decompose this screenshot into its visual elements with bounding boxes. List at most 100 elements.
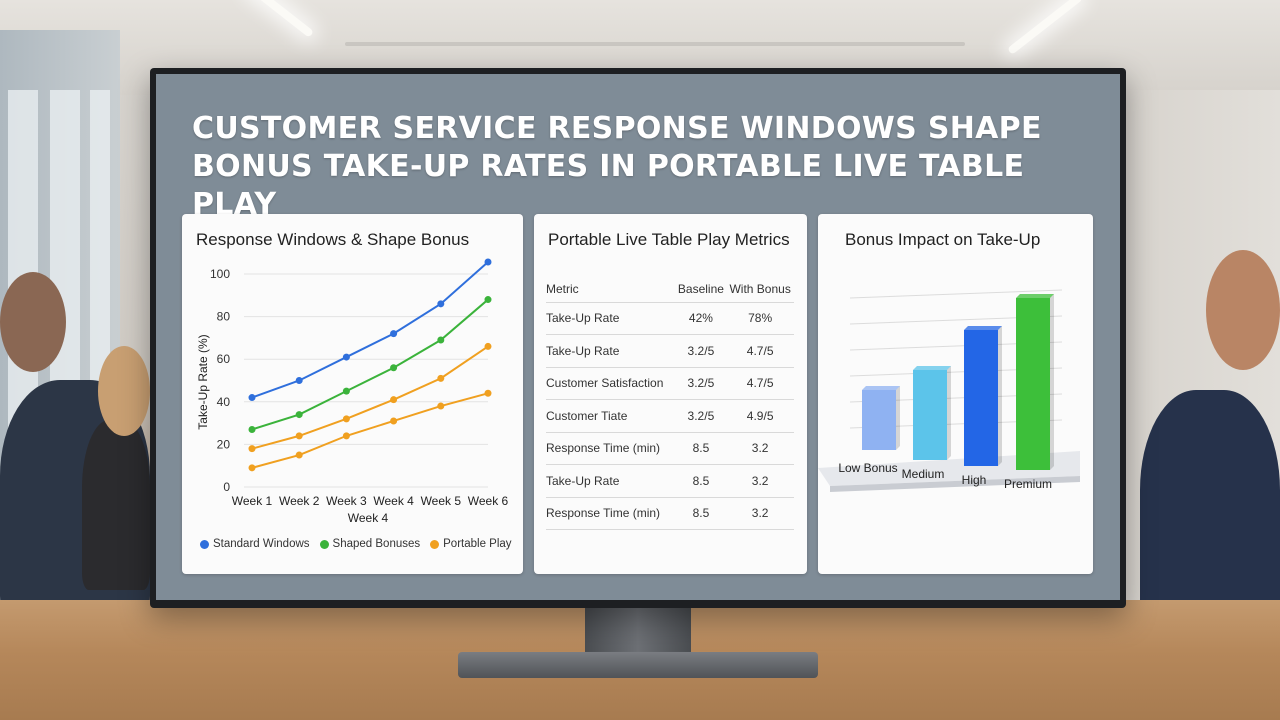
cell-metric: Customer Satisfaction — [546, 367, 676, 400]
table-row: Customer Satisfaction 3.2/5 4.7/5 — [546, 367, 794, 400]
series-line — [251, 392, 489, 469]
legend-item-standard: Standard Windows — [200, 538, 310, 550]
data-point — [484, 296, 492, 304]
x-tick-label: Week 2 — [279, 494, 320, 508]
slide-title-line-2: BONUS TAKE-UP RATES IN PORTABLE LIVE TAB… — [192, 149, 1025, 222]
bar — [862, 390, 896, 450]
table-row: Response Time (min) 8.5 3.2 — [546, 432, 794, 465]
x-axis-label: Week 4 — [348, 511, 389, 525]
header-baseline: Baseline — [675, 276, 727, 303]
data-point — [390, 330, 398, 338]
presentation-screen: CUSTOMER SERVICE RESPONSE WINDOWS SHAPE … — [156, 74, 1120, 600]
y-tick-label: 100 — [210, 267, 230, 281]
data-point — [248, 445, 256, 453]
legend-label-standard: Standard Windows — [213, 538, 310, 550]
line-chart-card: Response Windows & Shape Bonus 0 20 40 60 80… — [182, 214, 523, 574]
metrics-table-card: Portable Live Table Play Metrics Metric … — [534, 214, 807, 574]
bar — [964, 330, 998, 466]
legend-item-shaped: Shaped Bonuses — [319, 538, 421, 550]
bar-top — [913, 366, 951, 370]
x-tick-label: Week 1 — [232, 494, 273, 508]
y-tick-label: 20 — [217, 437, 231, 451]
gridline — [849, 289, 1063, 299]
bar-chart-title: Bonus Impact on Take-Up — [845, 230, 1041, 249]
series-line — [251, 261, 489, 399]
x-tick-label: Premium — [1004, 477, 1052, 491]
ceiling-light — [246, 0, 314, 38]
person-woman-head — [98, 346, 150, 436]
bar-side — [998, 326, 1002, 466]
bar-chart-card: Bonus Impact on Take-Up Low Bonus Medium H… — [818, 214, 1093, 574]
series-line — [251, 298, 489, 431]
person-left-head — [0, 272, 66, 372]
cell-baseline: 8.5 — [675, 464, 727, 498]
cell-metric: Customer Tiate — [546, 399, 676, 433]
x-tick-label: Week 3 — [326, 494, 367, 508]
cell-metric: Take-Up Rate — [546, 302, 676, 335]
data-point — [248, 425, 256, 433]
monitor-base — [458, 652, 818, 678]
ceiling-light — [345, 42, 965, 46]
bar-side — [947, 366, 951, 460]
bar-chart: Low Bonus Medium High Premium — [818, 289, 1080, 492]
chart-platform — [818, 451, 1080, 486]
cell-metric: Take-Up Rate — [546, 464, 676, 498]
cell-metric: Take-Up Rate — [546, 334, 676, 368]
header-metric: Metric — [546, 276, 676, 303]
cell-with-bonus: 3.2 — [726, 432, 794, 465]
cell-baseline: 3.2/5 — [675, 399, 727, 433]
data-point — [437, 402, 445, 410]
x-tick-label: Week 4 — [373, 494, 414, 508]
cell-metric: Response Time (min) — [546, 497, 676, 530]
metrics-table-title: Portable Live Table Play Metrics — [548, 230, 790, 249]
data-point — [437, 300, 445, 308]
data-point — [390, 417, 398, 425]
line-chart: 0 20 40 60 80 100 Week 1 Week 2 Week 3 Week 4 Week… — [196, 258, 509, 525]
legend-label-shaped: Shaped Bonuses — [332, 538, 421, 550]
data-point — [390, 396, 398, 404]
data-point — [437, 336, 445, 344]
bar-top — [862, 386, 900, 390]
header-with-bonus: With Bonus — [726, 276, 794, 303]
cell-with-bonus: 4.9/5 — [726, 399, 794, 433]
bar — [1016, 298, 1050, 470]
person-right-head — [1206, 250, 1280, 370]
monitor-stand — [585, 608, 691, 656]
slide-title: CUSTOMER SERVICE RESPONSE WINDOWS SHAPE … — [192, 110, 1092, 224]
cell-with-bonus: 3.2 — [726, 464, 794, 498]
data-point — [295, 432, 303, 440]
y-tick-label: 60 — [217, 352, 231, 366]
chart-platform-edge — [830, 476, 1080, 492]
legend-item-portable: Portable Play — [430, 538, 512, 550]
cell-baseline: 3.2/5 — [675, 367, 727, 400]
table-row: Take-Up Rate 3.2/5 4.7/5 — [546, 334, 794, 368]
data-point — [342, 353, 350, 361]
legend-dot-portable — [430, 539, 440, 549]
cell-with-bonus: 4.7/5 — [726, 334, 794, 368]
x-tick-label: Low Bonus — [838, 461, 897, 475]
y-tick-label: 80 — [217, 310, 231, 324]
table-row: Response Time (min) 8.5 3.2 — [546, 497, 794, 530]
cell-baseline: 8.5 — [675, 497, 727, 530]
legend-dot-standard — [200, 539, 209, 549]
bar-side — [1050, 294, 1054, 470]
data-point — [437, 374, 445, 382]
cell-with-bonus: 3.2 — [726, 497, 794, 530]
data-point — [295, 377, 303, 384]
x-tick-label: Week 6 — [468, 494, 509, 508]
data-point — [390, 364, 398, 372]
person-right — [1140, 390, 1280, 640]
data-point — [295, 411, 303, 419]
bar-side — [896, 386, 900, 450]
bar-top — [964, 326, 1002, 330]
table-row: Take-Up Rate 42% 78% — [546, 302, 794, 335]
data-point — [295, 451, 303, 459]
x-tick-label: Week 5 — [421, 494, 462, 508]
legend-dot-shaped — [319, 539, 329, 549]
table-header-row: Metric Baseline With Bonus — [546, 276, 794, 303]
slide-title-line-1: CUSTOMER SERVICE RESPONSE WINDOWS SHAPE — [192, 111, 1042, 146]
data-point — [248, 464, 256, 472]
cell-metric: Response Time (min) — [546, 432, 676, 465]
cell-baseline: 3.2/5 — [675, 334, 727, 368]
monitor: CUSTOMER SERVICE RESPONSE WINDOWS SHAPE … — [150, 68, 1126, 608]
